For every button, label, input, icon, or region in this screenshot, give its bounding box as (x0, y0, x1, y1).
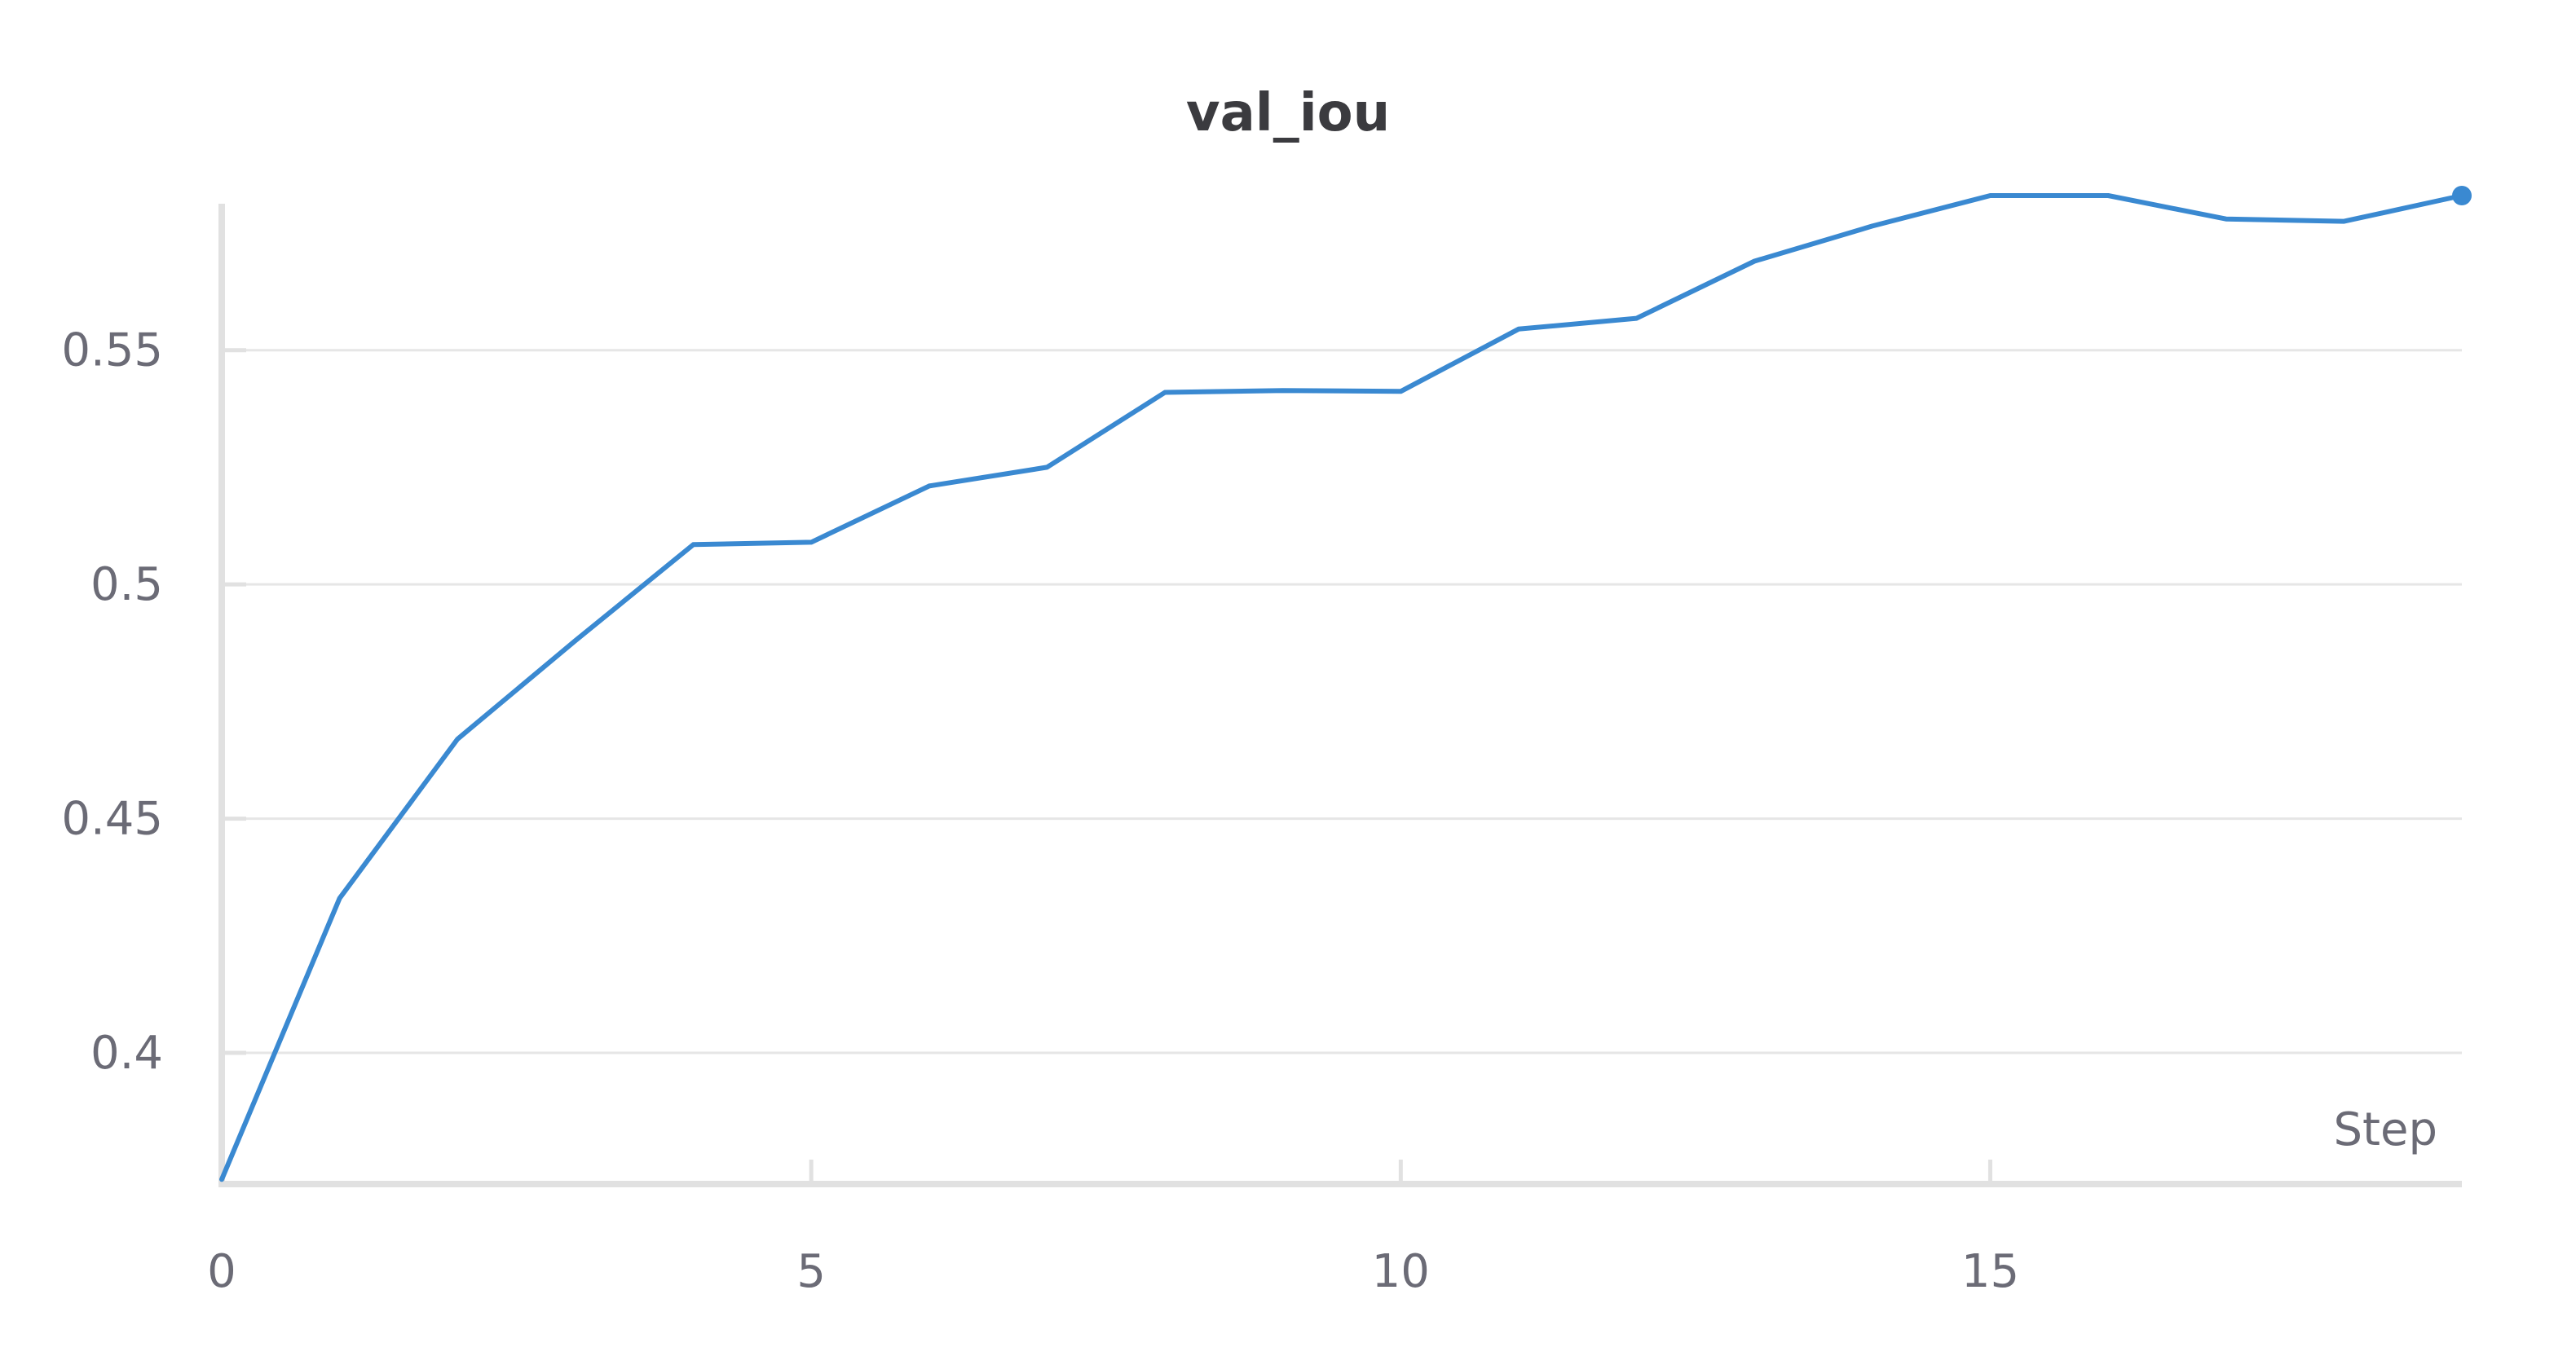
y-tick-label: 0.4 (90, 1027, 163, 1080)
y-tick-label: 0.55 (61, 324, 163, 377)
tick-labels: 0.4 0.45 0.5 0.55 0 5 10 15 (61, 324, 2019, 1298)
x-tick-label: 10 (1372, 1245, 1430, 1298)
x-tick-label: 5 (796, 1245, 826, 1298)
x-tick-label: 15 (1961, 1245, 2019, 1298)
x-tick-label: 0 (207, 1245, 236, 1298)
y-tick-label: 0.45 (61, 793, 163, 846)
y-tick-label: 0.5 (90, 558, 163, 611)
grid-lines (222, 349, 2462, 1054)
axes (218, 204, 2462, 1187)
chart-title: val_iou (1186, 83, 1390, 143)
series-end-point[interactable] (2452, 186, 2472, 205)
series-layer (219, 186, 2472, 1182)
series-line (219, 193, 2464, 1182)
x-axis-label: Step (2333, 1103, 2437, 1156)
